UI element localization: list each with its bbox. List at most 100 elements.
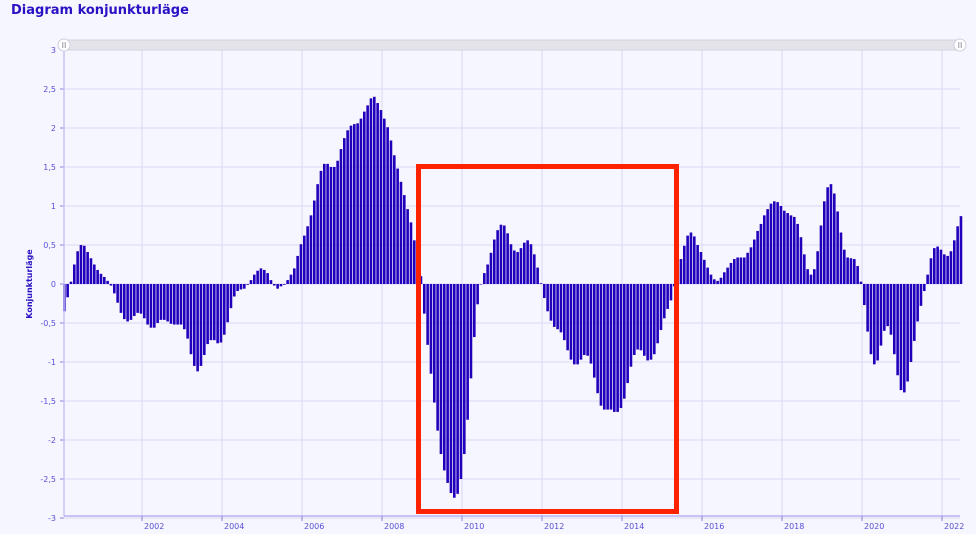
bar: [406, 209, 409, 284]
bar: [716, 280, 719, 284]
bar: [233, 284, 236, 297]
bar: [846, 257, 849, 284]
bar: [69, 281, 73, 284]
bar: [303, 235, 306, 284]
bar: [219, 284, 223, 343]
bar: [253, 274, 256, 284]
bar: [576, 284, 579, 365]
bar: [763, 215, 766, 284]
bar: [239, 284, 243, 290]
bar: [113, 284, 116, 294]
bar: [306, 226, 309, 284]
bar: [386, 127, 389, 284]
bar: [956, 226, 959, 284]
bar: [683, 245, 686, 284]
highlight-box: [416, 164, 679, 514]
bar: [119, 284, 123, 313]
bar: [379, 110, 383, 284]
bar: [223, 284, 226, 335]
bar: [196, 284, 199, 372]
y-tick-label: -2: [48, 436, 56, 445]
bar: [309, 215, 313, 284]
range-slider[interactable]: [57, 38, 967, 52]
bar: [859, 281, 863, 284]
range-slider-track[interactable]: [63, 39, 961, 51]
bar: [486, 264, 489, 284]
bar: [383, 118, 386, 284]
bar: [89, 258, 93, 284]
bar: [739, 257, 743, 284]
bar: [429, 284, 433, 374]
bar: [483, 273, 486, 284]
bar: [953, 240, 956, 284]
bar: [506, 233, 509, 284]
y-tick-label: 0,5: [43, 241, 56, 250]
bar: [516, 252, 519, 284]
bar: [589, 284, 593, 364]
bar: [226, 284, 229, 323]
bar: [159, 284, 163, 320]
bar: [566, 284, 569, 351]
bar: [636, 284, 639, 350]
bar: [153, 284, 156, 328]
bar: [663, 284, 666, 319]
bar: [666, 284, 669, 309]
bar: [369, 98, 373, 284]
bar: [799, 237, 803, 284]
bar: [243, 284, 246, 289]
x-tick-label: 2012: [544, 522, 564, 531]
bar: [726, 267, 729, 284]
bar: [513, 250, 516, 284]
bar: [693, 236, 696, 284]
x-tick-label: 2002: [144, 522, 164, 531]
bar: [103, 276, 106, 284]
bar: [529, 244, 533, 284]
bar: [96, 269, 99, 284]
axes: 3 2,5 2 1,5 1 0,5 0 -0,5 -1 -1,5 -2 -2,5 -3 2002 2004 2…: [40, 46, 964, 531]
bar: [66, 284, 69, 298]
bar: [503, 225, 506, 284]
bar: [549, 284, 553, 321]
x-tick-label: 2014: [624, 522, 644, 531]
bar: [746, 252, 749, 284]
bar: [263, 269, 266, 284]
range-slider-right-handle[interactable]: [953, 38, 967, 52]
bar: [376, 103, 379, 284]
bar: [156, 284, 159, 323]
bar: [886, 284, 889, 327]
bar: [823, 201, 826, 284]
bar: [783, 210, 786, 284]
bar: [439, 284, 443, 455]
bar: [826, 187, 829, 284]
bar: [333, 167, 336, 284]
bar: [629, 284, 633, 367]
bar: [436, 284, 439, 431]
y-tick-label: 3: [51, 46, 56, 55]
bar: [246, 284, 249, 285]
bar: [959, 216, 963, 284]
bar: [169, 284, 173, 324]
bar: [866, 284, 869, 332]
x-tick-label: 2008: [384, 522, 404, 531]
bar: [619, 284, 623, 409]
bar: [573, 284, 576, 365]
bar: [283, 284, 286, 285]
bar: [126, 284, 129, 322]
bar: [806, 269, 809, 284]
x-tick-label: 2006: [304, 522, 324, 531]
bar: [363, 111, 366, 285]
bar: [496, 230, 499, 284]
y-tick-label: -3: [48, 514, 56, 523]
bar: [173, 284, 176, 325]
y-tick-label: 1,5: [43, 163, 56, 172]
bar: [149, 284, 153, 328]
bar: [296, 255, 299, 284]
bar: [896, 284, 899, 376]
y-tick-label: -2,5: [40, 475, 56, 484]
range-slider-left-handle[interactable]: [57, 38, 71, 52]
bar: [613, 284, 616, 412]
bar: [669, 284, 673, 301]
bar: [389, 140, 393, 284]
bar: [99, 273, 103, 284]
